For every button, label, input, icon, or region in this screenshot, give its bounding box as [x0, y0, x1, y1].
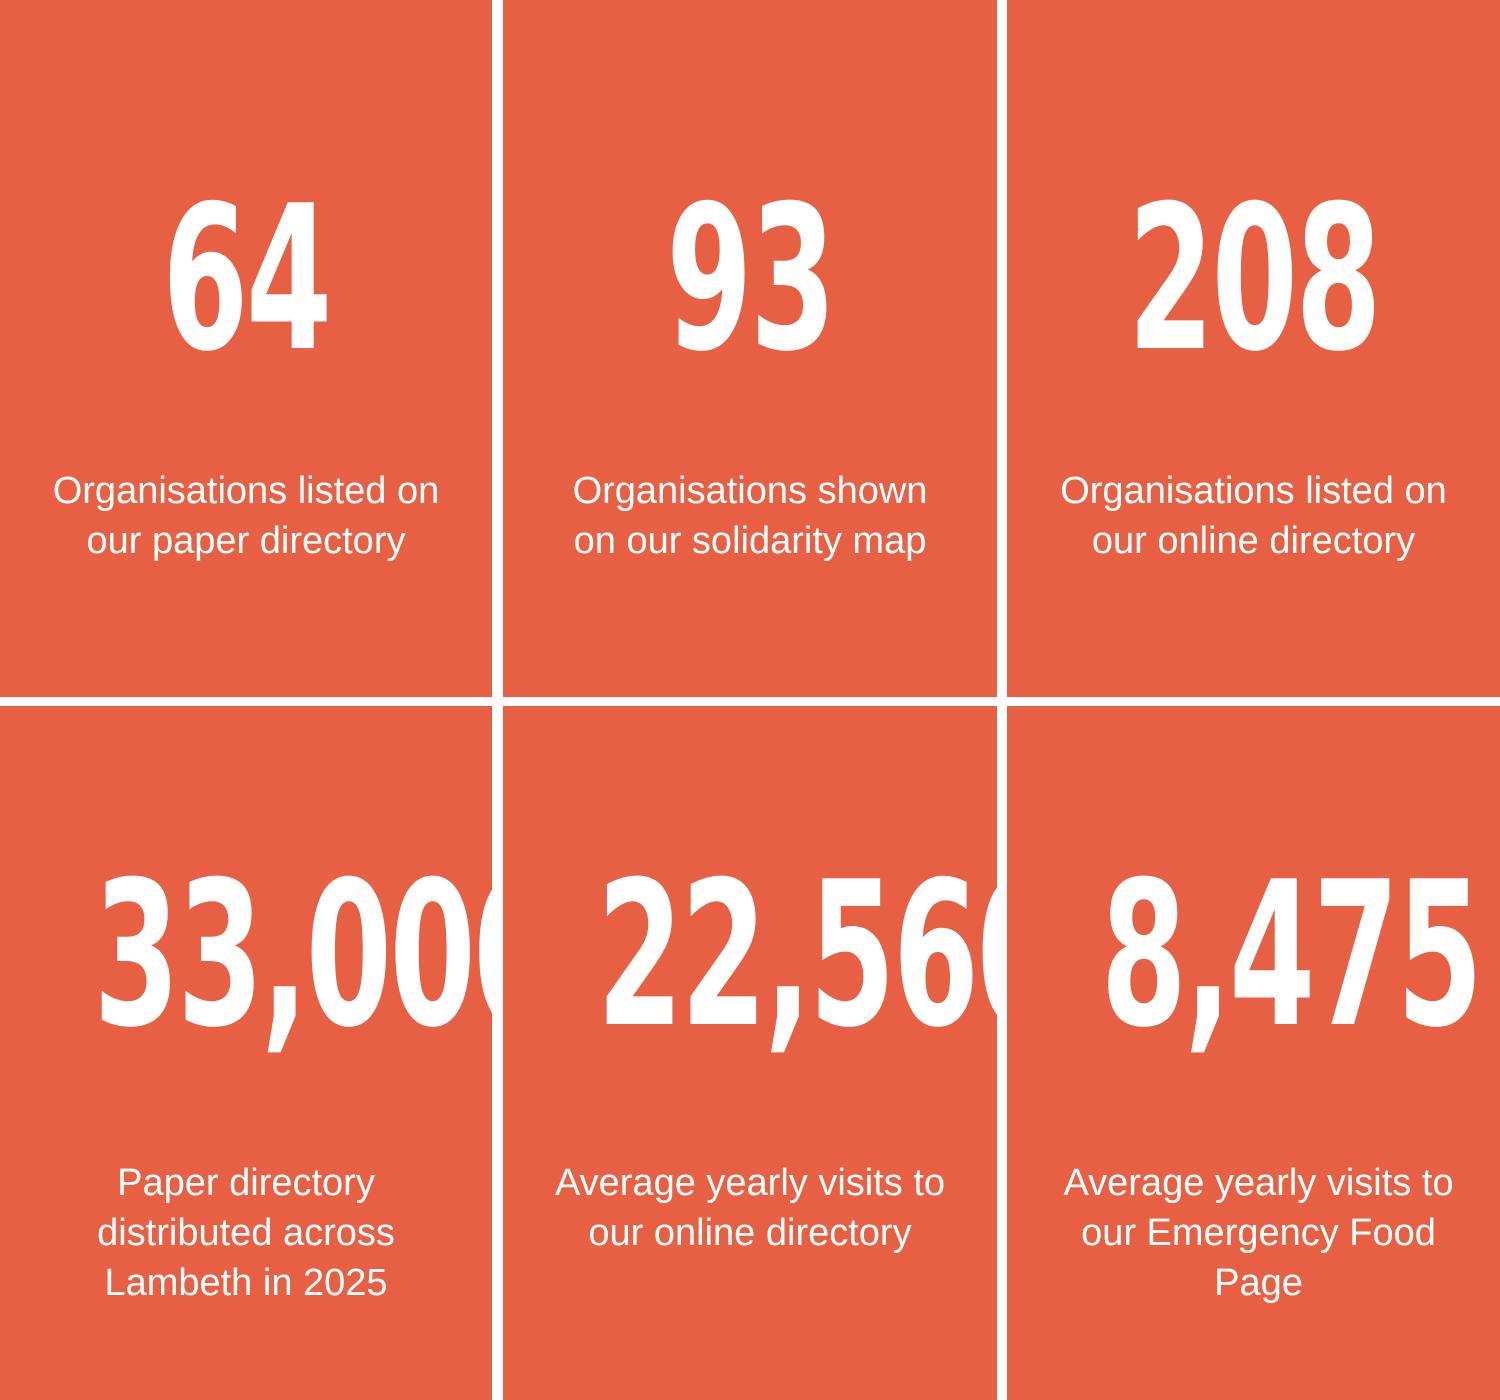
- stat-label: Average yearly visits to our Emergency F…: [1063, 1162, 1454, 1304]
- stat-label: Paper directory distributed across Lambe…: [97, 1162, 395, 1304]
- stat-value: 22,560: [596, 839, 997, 1072]
- stat-label: Average yearly visits to our online dire…: [554, 1162, 946, 1254]
- stat-value: 33,000: [93, 839, 492, 1072]
- stat-value: 208: [1127, 163, 1382, 396]
- stat-card-emergency-food-visits: 8,475 Average yearly visits to our Emerg…: [1007, 706, 1500, 1400]
- stat-label: Organisations listed on our online direc…: [1060, 470, 1447, 562]
- stat-card-online-directory-orgs: 208 Organisations listed on our online d…: [1007, 0, 1500, 697]
- stat-label: Organisations listed on our paper direct…: [52, 470, 440, 562]
- stat-card-paper-directory-orgs: 64 Organisations listed on our paper dir…: [0, 0, 492, 697]
- stat-card-solidarity-map-orgs: 93 Organisations shown on our solidarity…: [503, 0, 997, 697]
- stat-card-paper-directory-distributed: 33,000 Paper directory distributed acros…: [0, 706, 492, 1400]
- stat-value: 93: [666, 163, 836, 396]
- stat-card-online-directory-visits: 22,560 Average yearly visits to our onli…: [503, 706, 997, 1400]
- stat-label: Organisations shown on our solidarity ma…: [572, 470, 928, 562]
- stat-value: 8,475: [1100, 839, 1483, 1072]
- stat-value: 64: [162, 163, 332, 396]
